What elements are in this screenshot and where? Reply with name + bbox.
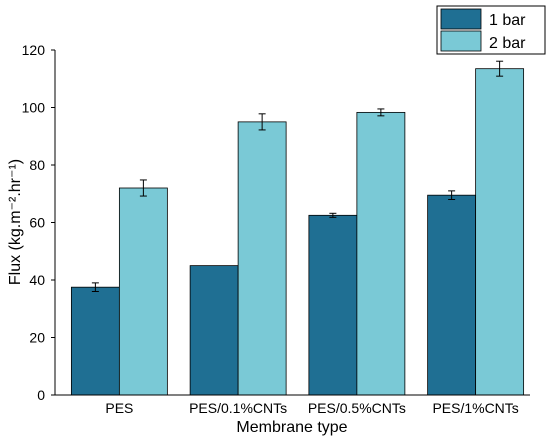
- error-bar-2-bar-2: [258, 113, 266, 131]
- bar-1-bar-1: [70, 286, 120, 396]
- bar-1-bar-3: [308, 214, 358, 396]
- y-tick-label-60: 60: [29, 215, 45, 231]
- bar-2-bar-3: [356, 111, 406, 396]
- legend-swatch-2-bar: [440, 30, 482, 52]
- x-tick-label-2: PES/0.1%CNTs: [189, 400, 287, 416]
- x-tick-label-4: PES/1%CNTs: [432, 400, 518, 416]
- legend-label-2-bar: 2 bar: [489, 35, 526, 52]
- error-bars-layer: [91, 60, 504, 292]
- error-bar-1-bar-3: [329, 212, 337, 218]
- error-bar-2-bar-3: [377, 108, 385, 117]
- error-bar-1-bar-4: [448, 190, 456, 200]
- y-axis-title: Flux (kg.m⁻².hr⁻¹): [7, 159, 24, 285]
- x-ticks-layer: PES PES/0.1%CNTs PES/0.5%CNTs PES/1%CNTs: [105, 400, 518, 416]
- x-tick-label-3: PES/0.5%CNTs: [308, 400, 406, 416]
- y-tick-label-40: 40: [29, 272, 45, 288]
- bar-2-bar-4: [475, 68, 525, 396]
- x-tick-label-1: PES: [105, 400, 133, 416]
- error-bar-2-bar-4: [496, 60, 504, 77]
- x-axis-title: Membrane type: [236, 419, 347, 436]
- y-tick-label-80: 80: [29, 157, 45, 173]
- bar-1-bar-2: [189, 265, 239, 396]
- y-ticks-layer: 0 20 40 60 80 100 120: [22, 42, 55, 403]
- bar-2-bar-1: [118, 187, 168, 396]
- bars-layer: [70, 68, 525, 396]
- y-tick-label-20: 20: [29, 330, 45, 346]
- legend-swatch-1-bar: [440, 8, 482, 30]
- legend-label-1-bar: 1 bar: [489, 12, 526, 29]
- bar-1-bar-4: [427, 194, 477, 396]
- error-bar-1-bar-1: [91, 282, 99, 292]
- y-tick-label-120: 120: [22, 42, 46, 58]
- bar-2-bar-2: [237, 121, 287, 396]
- legend: 1 bar 2 bar: [436, 5, 546, 55]
- y-tick-label-100: 100: [22, 100, 46, 116]
- error-bar-2-bar-1: [139, 179, 147, 197]
- y-tick-label-0: 0: [37, 387, 45, 403]
